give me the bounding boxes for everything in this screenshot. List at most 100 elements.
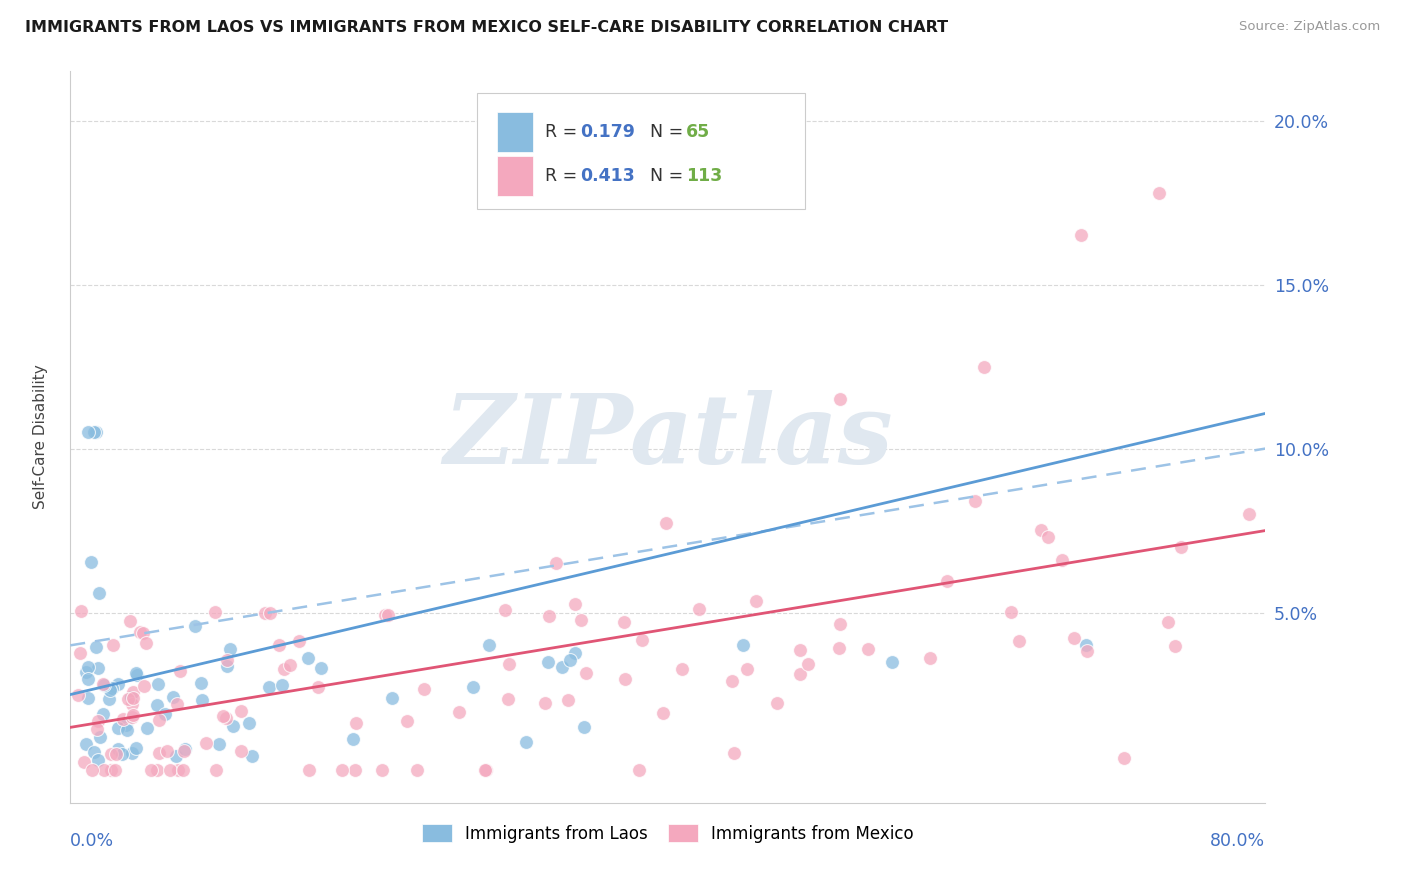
Point [558, 653, 581, 667]
Point [121, 697, 143, 711]
Point [307, 681, 329, 695]
Point [671, 662, 693, 676]
Text: ZIPatlas: ZIPatlas [443, 390, 893, 484]
Point [789, 642, 811, 657]
Point [789, 666, 811, 681]
Point [70, 604, 93, 618]
Point [75, 737, 97, 751]
Point [222, 719, 245, 733]
Point [564, 598, 586, 612]
Point [212, 709, 235, 723]
Point [86, 752, 108, 766]
Text: R =: R = [544, 123, 582, 141]
Point [69, 646, 91, 660]
Point [1063, 632, 1085, 646]
Point [1050, 553, 1073, 567]
Point [238, 716, 260, 731]
Point [215, 711, 238, 725]
Point [412, 682, 434, 697]
Point [765, 696, 787, 710]
Point [100, 747, 122, 761]
Point [136, 721, 159, 735]
Point [218, 641, 240, 656]
Point [405, 763, 427, 777]
Point [146, 698, 169, 712]
Point [80, 763, 103, 777]
Point [191, 692, 214, 706]
Point [145, 763, 167, 777]
Point [655, 516, 678, 530]
Point [148, 713, 170, 727]
Point [173, 744, 195, 758]
Point [557, 693, 579, 707]
Point [111, 712, 134, 726]
Point [155, 743, 177, 757]
Text: R =: R = [544, 167, 582, 185]
Point [120, 690, 142, 705]
Point [122, 691, 145, 706]
Point [215, 659, 238, 673]
Point [474, 763, 496, 777]
Point [169, 665, 191, 679]
Point [936, 574, 959, 589]
Point [165, 748, 187, 763]
Point [204, 605, 226, 619]
Point [344, 763, 367, 777]
Point [569, 613, 592, 627]
Point [240, 749, 263, 764]
Point [76, 690, 98, 705]
Point [374, 607, 396, 622]
Point [87, 661, 110, 675]
Point [77, 659, 100, 673]
Point [631, 633, 654, 648]
Point [217, 653, 239, 667]
Point [537, 608, 560, 623]
Point [87, 714, 110, 728]
Point [141, 763, 163, 777]
Point [1029, 524, 1052, 538]
Point [205, 763, 228, 777]
Point [1036, 530, 1059, 544]
Point [920, 651, 942, 665]
Point [269, 638, 291, 652]
Point [253, 606, 276, 620]
Point [551, 660, 574, 674]
Point [544, 556, 567, 570]
Point [80, 555, 103, 569]
Point [1170, 540, 1192, 554]
Point [86, 722, 108, 736]
Text: 0.413: 0.413 [581, 167, 636, 185]
Point [478, 638, 501, 652]
Point [84, 425, 107, 439]
Point [208, 737, 231, 751]
Point [153, 706, 176, 721]
Point [1076, 638, 1098, 652]
Point [162, 690, 184, 704]
Point [613, 673, 636, 687]
Point [121, 708, 143, 723]
Point [278, 658, 301, 673]
Point [195, 736, 218, 750]
Point [93, 678, 115, 692]
Text: 113: 113 [686, 167, 723, 185]
Point [83, 745, 105, 759]
Point [271, 678, 294, 692]
Point [132, 625, 155, 640]
Point [298, 763, 321, 777]
Point [125, 741, 148, 756]
Point [101, 638, 124, 652]
Text: 0.179: 0.179 [581, 123, 636, 141]
Point [688, 601, 710, 615]
Point [107, 721, 129, 735]
Point [965, 493, 987, 508]
Point [273, 661, 295, 675]
Point [1114, 751, 1136, 765]
Point [118, 614, 141, 628]
Point [100, 763, 122, 777]
Point [93, 763, 115, 777]
Legend: Immigrants from Laos, Immigrants from Mexico: Immigrants from Laos, Immigrants from Me… [415, 817, 921, 849]
Text: IMMIGRANTS FROM LAOS VS IMMIGRANTS FROM MEXICO SELF-CARE DISABILITY CORRELATION : IMMIGRANTS FROM LAOS VS IMMIGRANTS FROM … [25, 20, 949, 35]
Point [498, 657, 520, 671]
Point [167, 763, 190, 777]
Point [190, 676, 212, 690]
